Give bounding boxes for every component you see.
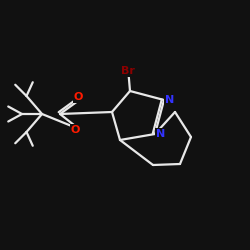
Text: Br: Br — [120, 66, 134, 76]
Text: N: N — [165, 95, 174, 105]
Text: O: O — [74, 92, 83, 102]
Text: N: N — [156, 129, 165, 139]
Text: O: O — [71, 125, 80, 135]
